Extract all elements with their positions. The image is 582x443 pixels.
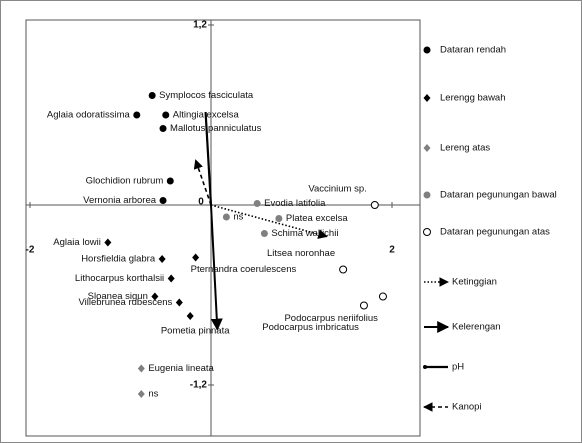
legend-marker bbox=[423, 191, 431, 199]
legend-marker bbox=[423, 46, 431, 54]
x-tick-label: 0 bbox=[198, 197, 204, 208]
point-label: Villebrunea rubescens bbox=[78, 297, 172, 308]
point-label: ns bbox=[233, 212, 243, 223]
y-tick-label: -1,2 bbox=[190, 380, 208, 391]
legend-dot bbox=[423, 365, 427, 369]
point bbox=[192, 253, 200, 262]
point bbox=[158, 255, 166, 263]
point bbox=[339, 265, 348, 274]
point-label: Glochidion rubrum bbox=[86, 176, 164, 187]
point-label: Aglaia odoratissima bbox=[47, 110, 131, 121]
point bbox=[167, 274, 175, 283]
point bbox=[104, 238, 112, 247]
x-tick-label: -2 bbox=[26, 245, 35, 256]
point bbox=[137, 364, 145, 373]
vector bbox=[204, 111, 213, 206]
legend-label: Lerengg bawah bbox=[440, 93, 506, 104]
vector bbox=[210, 204, 328, 239]
point-label: Mallotus panniculatus bbox=[170, 123, 262, 134]
point bbox=[137, 390, 145, 398]
legend-marker bbox=[423, 228, 431, 236]
point bbox=[151, 292, 159, 301]
point-label: Pometia pinnata bbox=[161, 326, 230, 337]
point-label: Symplocos fasciculata bbox=[159, 90, 254, 101]
point-label: Horsfieldia glabra bbox=[81, 254, 156, 265]
point bbox=[222, 213, 230, 221]
point bbox=[159, 197, 167, 204]
vector bbox=[193, 159, 212, 206]
point-label: Platea excelsa bbox=[286, 213, 349, 224]
point bbox=[253, 200, 261, 207]
y-tick-label: 1,2 bbox=[193, 20, 207, 31]
vector bbox=[210, 204, 223, 331]
legend-marker bbox=[423, 94, 431, 102]
point bbox=[166, 177, 174, 185]
x-tick-label: 2 bbox=[389, 245, 395, 256]
point bbox=[260, 230, 268, 237]
point-label: Litsea noronhae bbox=[267, 248, 335, 259]
point-label: Podocarpus neriifolius bbox=[284, 313, 378, 324]
point bbox=[186, 312, 194, 320]
point-label: Aglaia lowii bbox=[53, 237, 101, 248]
point bbox=[370, 201, 379, 209]
point bbox=[148, 92, 156, 99]
point-label: Sloanea sigun bbox=[88, 291, 148, 302]
legend-label: Dataran pegunungan atas bbox=[440, 227, 550, 238]
point-label: Podocarpus imbricatus bbox=[262, 322, 359, 333]
point bbox=[159, 125, 167, 132]
point bbox=[359, 301, 368, 310]
point-label: ns bbox=[148, 389, 158, 400]
point-label: Evodia latifolia bbox=[264, 198, 326, 209]
point-label: Vernonia arborea bbox=[83, 195, 157, 206]
point-label: Schima wallichii bbox=[271, 228, 338, 239]
legend-label: Dataran rendah bbox=[440, 45, 506, 56]
point bbox=[133, 111, 141, 119]
point bbox=[275, 215, 283, 222]
point-label: Vaccinium sp. bbox=[308, 184, 366, 195]
point bbox=[175, 298, 183, 307]
plot-box bbox=[25, 19, 421, 437]
legend-label: Dataran pegunungan bawal bbox=[440, 190, 557, 201]
point-label: Pternandra coerulescens bbox=[191, 264, 297, 275]
point bbox=[162, 111, 170, 119]
legend-marker bbox=[423, 144, 431, 152]
legend-label: Ketinggian bbox=[452, 277, 497, 288]
legend-label: Kelerengan bbox=[452, 322, 501, 333]
point-label: Eugenia lineata bbox=[148, 363, 214, 374]
point-label: Lithocarpus korthalsii bbox=[75, 273, 164, 284]
legend-label: pH bbox=[452, 362, 464, 373]
legend-label: Kanopi bbox=[452, 402, 482, 413]
legend-label: Lereng atas bbox=[440, 143, 490, 154]
point bbox=[378, 292, 387, 301]
